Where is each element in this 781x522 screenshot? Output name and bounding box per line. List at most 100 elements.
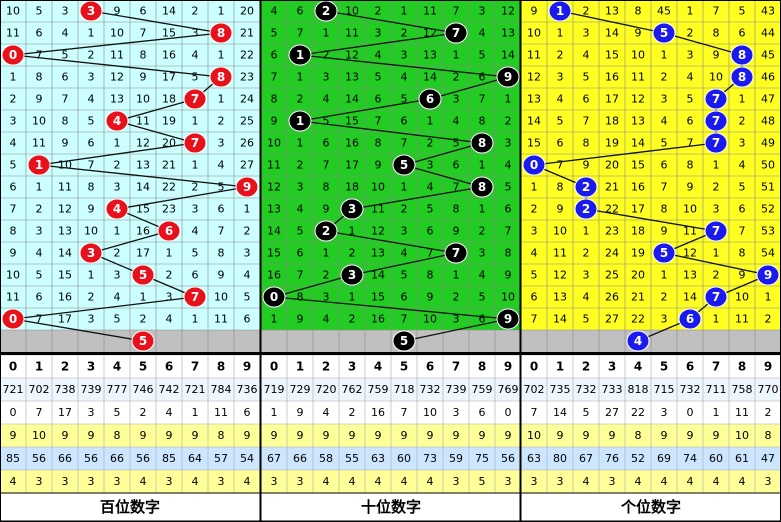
omission-count: 9 <box>687 181 694 194</box>
ball-number: 9 <box>504 312 512 326</box>
omission-count: 52 <box>761 203 775 216</box>
omission-count: 1 <box>401 181 408 194</box>
omission-count: 6 <box>453 159 460 172</box>
omission-count: 10 <box>6 269 20 282</box>
omission-count: 7 <box>271 71 278 84</box>
omission-count: 1 <box>140 291 147 304</box>
omission-count: 9 <box>218 269 225 282</box>
ball-number: 7 <box>712 290 720 304</box>
digit-header: 7 <box>712 360 720 374</box>
omission-count: 47 <box>761 93 775 106</box>
omission-count: 11 <box>527 49 541 62</box>
digit-header: 6 <box>426 360 434 374</box>
stat-value: 5 <box>114 406 121 419</box>
omission-count: 6 <box>687 115 694 128</box>
omission-count: 1 <box>401 5 408 18</box>
omission-count: 15 <box>371 291 385 304</box>
omission-count: 4 <box>323 93 330 106</box>
omission-count: 3 <box>583 269 590 282</box>
omission-count: 1 <box>713 159 720 172</box>
omission-count: 8 <box>583 137 590 150</box>
omission-count: 15 <box>162 27 176 40</box>
omission-count: 18 <box>345 181 359 194</box>
omission-count: 5 <box>427 203 434 216</box>
stat-value: 8 <box>218 429 225 442</box>
omission-count: 4 <box>453 115 460 128</box>
omission-count: 9 <box>635 27 642 40</box>
omission-count: 2 <box>323 49 330 62</box>
digit-header: 8 <box>478 360 486 374</box>
trend-line <box>116 98 196 122</box>
trend-line <box>12 296 196 320</box>
stat-value: 818 <box>628 383 649 396</box>
omission-count: 4 <box>401 247 408 260</box>
omission-count: 11 <box>553 247 567 260</box>
omission-count: 4 <box>192 49 199 62</box>
omission-count: 1 <box>218 49 225 62</box>
draw-ball <box>496 66 520 88</box>
draw-ball <box>340 264 364 286</box>
omission-count: 19 <box>162 115 176 128</box>
omission-count: 18 <box>631 225 645 238</box>
stat-value: 3 <box>88 475 95 488</box>
digit-header: 0 <box>270 360 278 374</box>
omission-count: 6 <box>557 137 564 150</box>
stat-value: 715 <box>654 383 675 396</box>
stat-value: 9 <box>661 429 668 442</box>
stat-value: 3 <box>166 475 173 488</box>
stat-value: 729 <box>290 383 311 396</box>
ball-number: 2 <box>322 4 330 18</box>
omission-count: 12 <box>683 247 697 260</box>
omission-count: 6 <box>244 313 251 326</box>
omission-count: 9 <box>323 203 330 216</box>
omission-count: 12 <box>371 225 385 238</box>
omission-count: 2 <box>505 115 512 128</box>
omission-count: 9 <box>531 5 538 18</box>
omission-count: 3 <box>453 93 460 106</box>
omission-count: 13 <box>553 291 567 304</box>
digit-header: 8 <box>217 360 225 374</box>
draw-ball <box>27 154 51 176</box>
omission-count: 9 <box>114 5 121 18</box>
omission-count: 9 <box>583 159 590 172</box>
omission-count: 3 <box>557 71 564 84</box>
omission-count: 15 <box>527 137 541 150</box>
omission-count: 2 <box>88 291 95 304</box>
stat-value: 4 <box>661 475 668 488</box>
stat-value: 8 <box>765 429 772 442</box>
omission-count: 7 <box>427 247 434 260</box>
trend-line <box>90 230 170 254</box>
trend-line <box>273 274 353 298</box>
digit-header: 5 <box>139 360 147 374</box>
omission-count: 2 <box>114 159 121 172</box>
stat-value: 3 <box>453 475 460 488</box>
draw-ball <box>183 132 207 154</box>
draw-ball <box>730 44 754 66</box>
stat-value: 0 <box>10 406 17 419</box>
omission-count: 1 <box>453 49 460 62</box>
stat-value: 759 <box>472 383 493 396</box>
omission-count: 5 <box>114 313 121 326</box>
omission-count: 14 <box>527 115 541 128</box>
stat-value: 75 <box>475 452 489 465</box>
omission-count: 9 <box>739 269 746 282</box>
stat-value: 9 <box>557 429 564 442</box>
stat-value: 5 <box>583 406 590 419</box>
ball-number: 5 <box>400 158 408 172</box>
omission-count: 10 <box>214 291 228 304</box>
omission-count: 6 <box>218 203 225 216</box>
omission-count: 1 <box>349 225 356 238</box>
stat-value: 5 <box>479 475 486 488</box>
omission-count: 14 <box>683 291 697 304</box>
omission-count: 17 <box>605 93 619 106</box>
omission-count: 1 <box>192 313 199 326</box>
ball-number: 7 <box>712 224 720 238</box>
draw-ball <box>209 66 233 88</box>
ball-number: 3 <box>348 268 356 282</box>
ball-number: 7 <box>452 246 460 260</box>
omission-count: 1 <box>166 247 173 260</box>
ball-number: 9 <box>764 268 772 282</box>
stat-value: 9 <box>10 429 17 442</box>
omission-count: 8 <box>557 181 564 194</box>
ball-number: 7 <box>191 136 199 150</box>
